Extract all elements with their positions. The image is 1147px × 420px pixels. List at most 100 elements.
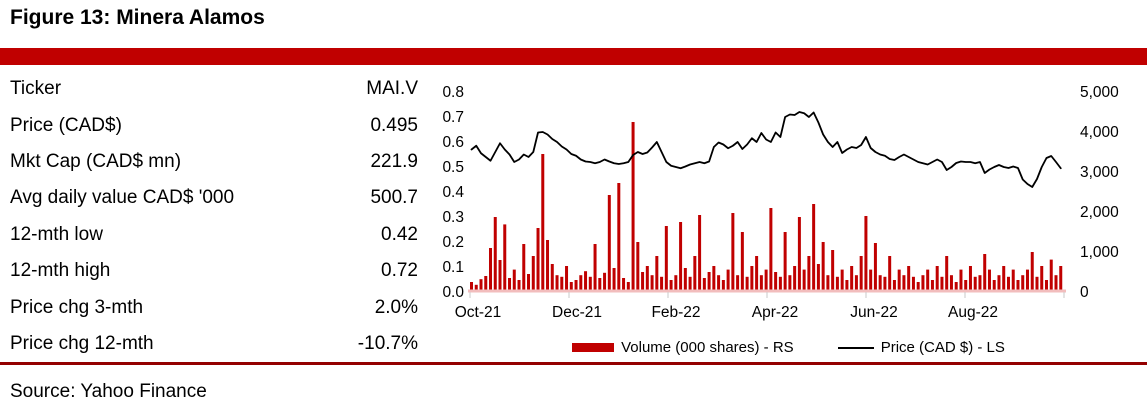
volume-bar: [930, 280, 934, 292]
volume-bar: [945, 256, 949, 292]
left-axis-tick-label: 0.8: [442, 84, 464, 101]
volume-bar: [926, 269, 930, 292]
volume-bar: [987, 269, 991, 292]
volume-bar: [536, 228, 540, 292]
volume-bar: [565, 266, 569, 292]
left-axis-tick-label: 0.2: [442, 234, 464, 251]
volume-bar: [793, 266, 797, 292]
volume-bar: [778, 276, 782, 292]
volume-bar: [1049, 259, 1053, 292]
volume-bar: [717, 275, 721, 292]
volume-bar: [683, 268, 687, 292]
right-axis-tick-label: 1,000: [1080, 244, 1119, 261]
volume-bar: [797, 217, 801, 292]
volume-bar: [550, 264, 554, 292]
volume-bars: [470, 122, 1063, 292]
row-value: 0.495: [370, 114, 418, 136]
figure-title: Figure 13: Minera Alamos: [10, 6, 265, 29]
volume-bar: [531, 256, 535, 292]
volume-bar: [1035, 276, 1039, 292]
x-axis-tick-label: Feb-22: [651, 304, 700, 321]
volume-bar: [907, 266, 911, 292]
volume-bar: [750, 266, 754, 292]
row-label: Mkt Cap (CAD$ mn): [10, 150, 182, 172]
source-note: Source: Yahoo Finance: [10, 381, 207, 402]
left-axis-tick-label: 0.5: [442, 159, 464, 176]
volume-bar: [622, 278, 626, 292]
volume-bar: [845, 280, 849, 292]
volume-bar: [992, 280, 996, 292]
volume-bar: [579, 275, 583, 292]
volume-bar: [617, 183, 621, 292]
volume-bar: [498, 260, 502, 292]
row-label: 12-mth high: [10, 260, 111, 282]
volume-bar: [1011, 269, 1015, 292]
volume-bar: [831, 250, 835, 292]
volume-bar: [626, 282, 630, 292]
volume-bar: [603, 272, 607, 292]
x-axis-tick-label: Oct-21: [455, 304, 502, 321]
row-label: Avg daily value CAD$ '000: [10, 187, 235, 209]
volume-bar: [1002, 266, 1006, 292]
bottom-divider: [0, 362, 1147, 365]
volume-bar: [897, 269, 901, 292]
volume-bar: [546, 240, 550, 292]
volume-bar: [850, 266, 854, 292]
volume-bar: [745, 276, 749, 292]
table-row: 12-mth low 0.42: [10, 217, 418, 253]
volume-bar: [892, 280, 896, 292]
row-label: Price (CAD$): [10, 114, 122, 136]
volume-bar: [584, 271, 588, 292]
volume-bar: [655, 256, 659, 292]
volume-bar: [840, 269, 844, 292]
table-row: Price chg 3-mth 2.0%: [10, 289, 418, 325]
volume-bar: [664, 226, 668, 292]
stats-table: Ticker MAI.V Price (CAD$) 0.495 Mkt Cap …: [10, 71, 418, 362]
row-value: 221.9: [370, 150, 418, 172]
price-volume-chart: 0.0 0.1 0.2 0.3 0.4 0.5 0.6 0.7 0.8 0 1,000 2,000 3,…: [430, 70, 1147, 370]
volume-bar: [949, 275, 953, 292]
right-axis-tick-label: 4,000: [1080, 124, 1119, 141]
volume-bar: [508, 278, 512, 292]
legend-label-volume: Volume (000 shares) - RS: [621, 339, 794, 356]
volume-bar: [1044, 280, 1048, 292]
left-axis-tick-label: 0.4: [442, 184, 464, 201]
price-volume-chart-svg: 0.0 0.1 0.2 0.3 0.4 0.5 0.6 0.7 0.8 0 1,000 2,000 3,…: [442, 84, 1119, 321]
volume-bar: [883, 276, 887, 292]
x-axis-tick-label: Aug-22: [948, 304, 998, 321]
legend-item-price: Price (CAD $) - LS: [837, 339, 1005, 356]
volume-bar: [522, 244, 526, 292]
volume-bar: [1006, 276, 1010, 292]
row-value: 0.72: [381, 260, 418, 282]
x-axis-tick-label: Dec-21: [552, 304, 602, 321]
volume-bar: [607, 195, 611, 292]
volume-bar: [493, 217, 497, 292]
row-label: Price chg 3-mth: [10, 296, 144, 318]
volume-bar: [1059, 266, 1063, 292]
volume-bar: [598, 278, 602, 292]
volume-bar: [940, 276, 944, 292]
right-axis-tick-label: 0: [1080, 284, 1089, 301]
volume-bar: [873, 243, 877, 292]
volume-bar: [489, 248, 493, 292]
volume-bar: [911, 276, 915, 292]
volume-bar: [688, 276, 692, 292]
volume-bar: [935, 266, 939, 292]
row-label: 12-mth low: [10, 223, 103, 245]
volume-bar: [959, 269, 963, 292]
volume-bar: [888, 256, 892, 292]
volume-bar: [997, 275, 1001, 292]
volume-bar: [479, 279, 483, 292]
volume-bar: [645, 266, 649, 292]
volume-bar: [774, 272, 778, 292]
volume-bar: [783, 232, 787, 292]
table-row: Avg daily value CAD$ '000 500.7: [10, 180, 418, 216]
volume-bar: [826, 275, 830, 292]
row-label: Ticker: [10, 78, 62, 100]
volume-bar: [726, 269, 730, 292]
table-row: Ticker MAI.V: [10, 71, 418, 107]
price-line: [470, 111, 1062, 188]
volume-bar: [902, 275, 906, 292]
left-axis-tick-label: 0.7: [442, 109, 464, 126]
legend-label-price: Price (CAD $) - LS: [880, 339, 1005, 356]
